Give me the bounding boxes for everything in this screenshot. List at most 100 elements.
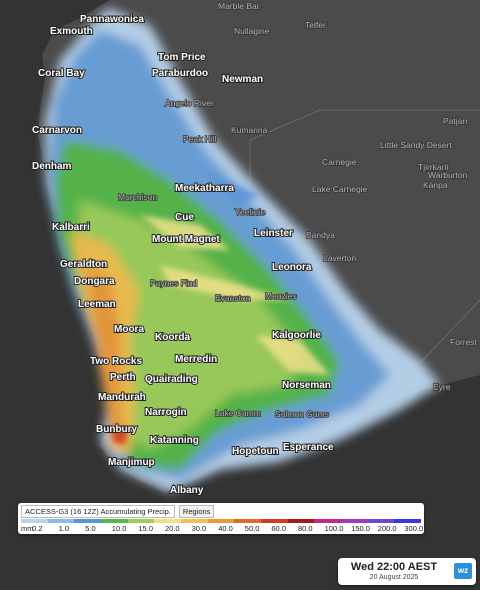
legend-swatch bbox=[341, 519, 368, 523]
place-label: Two Rocks bbox=[90, 356, 142, 367]
legend-label: 300.0 bbox=[404, 524, 424, 533]
place-label: Geraldton bbox=[60, 259, 107, 270]
time: Wed 22:00 AEST bbox=[350, 561, 438, 573]
legend-label: 150.0 bbox=[351, 524, 370, 533]
minor-place-label: Forrest bbox=[450, 337, 478, 347]
place-label: Narrogin bbox=[145, 407, 187, 418]
minor-place-label: Peak Hill bbox=[183, 134, 217, 144]
minor-place-label: Evanston bbox=[215, 293, 251, 303]
place-label: Tom Price bbox=[158, 52, 206, 63]
place-label: Leeman bbox=[78, 299, 116, 310]
place-label: Katanning bbox=[150, 435, 199, 446]
legend-labels: mm 0.2 1.0 5.0 10.0 15.0 20.0 30.0 40.0 50.0 60.0… bbox=[18, 524, 424, 533]
place-label: Paraburdoo bbox=[152, 68, 208, 79]
minor-place-label: Laverton bbox=[323, 253, 356, 263]
legend-swatch bbox=[367, 519, 395, 523]
legend-swatch bbox=[21, 519, 48, 523]
minor-place-label: Bandya bbox=[306, 230, 335, 240]
place-label: Newman bbox=[222, 74, 263, 85]
legend-label: 60.0 bbox=[271, 524, 286, 533]
minor-place-label: Little Sandy Desert bbox=[380, 140, 452, 150]
legend-label: 80.0 bbox=[298, 524, 313, 533]
place-label: Mount Magnet bbox=[152, 234, 220, 245]
place-label: Albany bbox=[170, 485, 204, 496]
legend-label: 20.0 bbox=[165, 524, 180, 533]
minor-place-label: Paynes Find bbox=[150, 278, 198, 288]
legend-label: 30.0 bbox=[191, 524, 207, 533]
legend-bar bbox=[21, 519, 422, 523]
legend-swatch bbox=[47, 519, 75, 523]
minor-place-label: Marble Bar bbox=[218, 1, 260, 11]
place-label: Coral Bay bbox=[38, 68, 85, 79]
legend-label: 10.0 bbox=[111, 524, 127, 533]
minor-place-label: Kumarina bbox=[231, 125, 268, 135]
legend-label: 200.0 bbox=[377, 524, 397, 533]
legend: ACCESS-G3 (16 12Z) Accumulating Precip. … bbox=[18, 503, 424, 534]
legend-swatch bbox=[154, 519, 182, 523]
legend-swatch bbox=[314, 519, 342, 523]
place-label: Manjimup bbox=[108, 457, 155, 468]
logo[interactable]: wz bbox=[454, 563, 472, 579]
legend-swatch bbox=[207, 519, 235, 523]
place-label: Denham bbox=[32, 161, 72, 172]
minor-place-label: Patjarr bbox=[443, 116, 468, 126]
legend-label: 0.2 bbox=[32, 524, 43, 533]
legend-title: ACCESS-G3 (16 12Z) Accumulating Precip. bbox=[21, 505, 175, 518]
place-label: Dongara bbox=[74, 276, 115, 287]
place-label: Leinster bbox=[254, 228, 293, 239]
precip-detail bbox=[112, 170, 330, 445]
place-label: Pannawonica bbox=[80, 14, 144, 25]
minor-place-label: Eyre bbox=[433, 382, 451, 392]
legend-swatch bbox=[394, 519, 422, 523]
legend-swatch bbox=[127, 519, 155, 523]
place-label: Mandurah bbox=[98, 392, 146, 403]
legend-label: 5.0 bbox=[85, 524, 96, 533]
minor-place-label: Menzies bbox=[265, 291, 297, 301]
legend-label: 100.0 bbox=[324, 524, 344, 533]
minor-place-label: Nullagine bbox=[234, 26, 270, 36]
minor-place-label: Kanpa bbox=[423, 180, 448, 190]
place-label: Exmouth bbox=[50, 26, 93, 37]
place-label: Quairading bbox=[145, 374, 198, 385]
place-label: Esperance bbox=[283, 442, 334, 453]
legend-swatch bbox=[181, 519, 208, 523]
minor-place-label: Lake Carnegie bbox=[312, 184, 368, 194]
place-label: Norseman bbox=[282, 380, 331, 391]
place-label: Hopetoun bbox=[232, 446, 279, 457]
legend-unit: mm bbox=[21, 524, 34, 533]
regions-button[interactable]: Regions bbox=[178, 505, 215, 518]
legend-label: 15.0 bbox=[138, 524, 153, 533]
place-label: Perth bbox=[110, 372, 136, 383]
place-label: Cue bbox=[175, 212, 194, 223]
date: 20 August 2025 bbox=[369, 574, 419, 581]
legend-swatch bbox=[261, 519, 288, 523]
labels: Marble Bar Telfer Nullagine Angelo River Kum… bbox=[31, 0, 478, 497]
place-label: Kalgoorlie bbox=[272, 330, 321, 341]
minor-place-label: Tjirrkarli bbox=[418, 162, 448, 172]
minor-place-label: Yeelirrie bbox=[235, 207, 266, 217]
legend-label: 40.0 bbox=[218, 524, 233, 533]
minor-place-label: Salmon Gums bbox=[275, 409, 329, 419]
minor-place-label: Murchison bbox=[118, 192, 157, 202]
place-label: Koorda bbox=[155, 332, 190, 343]
place-label: Bunbury bbox=[96, 424, 138, 435]
place-label: Meekatharra bbox=[175, 183, 234, 194]
legend-label: 50.0 bbox=[244, 524, 260, 533]
minor-place-label: Angelo River bbox=[165, 98, 214, 108]
precipitation bbox=[45, 8, 440, 492]
place-label: Moora bbox=[114, 324, 144, 335]
legend-swatch bbox=[101, 519, 128, 523]
time-box: Wed 22:00 AEST 20 August 2025 wz bbox=[338, 558, 476, 585]
minor-place-label: Lake Camm bbox=[215, 408, 261, 418]
legend-label: 1.0 bbox=[58, 524, 70, 533]
place-label: Kalbarri bbox=[52, 222, 90, 233]
minor-place-label: Warburton bbox=[428, 170, 468, 180]
place-label: Merredin bbox=[175, 354, 217, 365]
place-label: Leonora bbox=[272, 262, 312, 273]
legend-swatch bbox=[287, 519, 315, 523]
legend-swatch bbox=[74, 519, 102, 523]
legend-swatch bbox=[234, 519, 262, 523]
minor-place-label: Telfer bbox=[305, 20, 326, 30]
